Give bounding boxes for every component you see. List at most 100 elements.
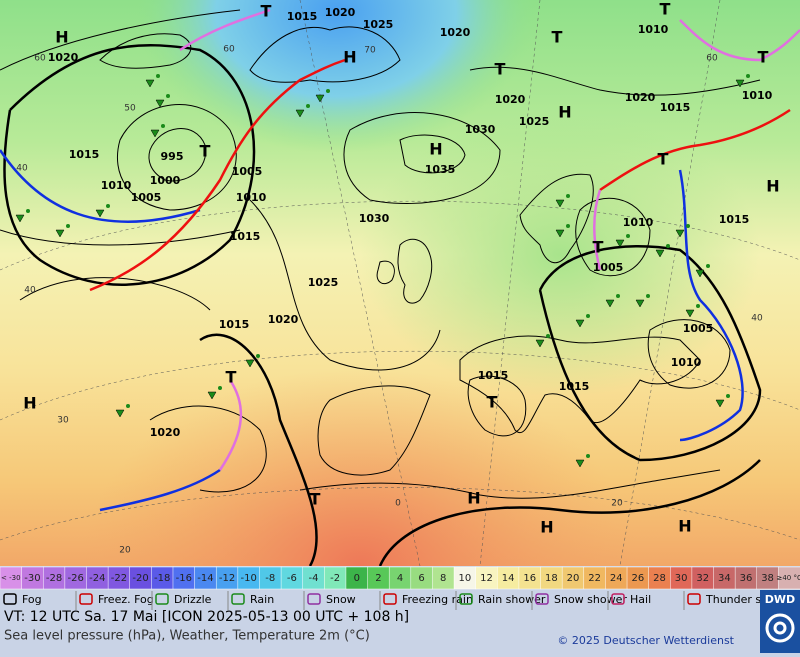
temperature-scale-label: -24: [89, 573, 105, 584]
temperature-scale-label: -8: [265, 573, 275, 584]
pressure-system: H: [23, 394, 36, 413]
rain-shower-symbol: [555, 229, 565, 238]
isobar-label: 1010: [671, 356, 702, 369]
temperature-scale-label: 6: [418, 573, 424, 584]
weather-legend-label: Hail: [630, 593, 651, 606]
rain-symbol: [218, 386, 222, 390]
temperature-scale-label: 28: [653, 573, 666, 584]
isobar-label: 1010: [742, 89, 773, 102]
isobar-label: 1025: [308, 276, 339, 289]
temperature-scale-label: 12: [480, 573, 493, 584]
isobar-label: 1015: [660, 101, 691, 114]
isobar-label: 1020: [150, 426, 181, 439]
pressure-system: T: [593, 238, 604, 257]
rain-symbol: [26, 209, 30, 213]
isobar-label: 1000: [150, 174, 181, 187]
rain-shower-symbol: [615, 239, 625, 248]
logo-icon: [765, 613, 795, 643]
rain-symbol: [586, 454, 590, 458]
rain-shower-symbol: [655, 249, 665, 258]
temperature-scale-label: -14: [197, 573, 213, 584]
temperature-scale-label: 32: [696, 573, 709, 584]
rain-shower-symbol: [245, 359, 255, 368]
rain-shower-symbol: [150, 129, 160, 138]
rain-shower-symbol: [715, 399, 725, 408]
rain-symbol: [666, 244, 670, 248]
isobar-label: 1005: [131, 191, 162, 204]
pressure-system: T: [200, 142, 211, 161]
weather-legend-label: Freez. Fog: [98, 593, 154, 606]
isotherm-label: 60: [706, 54, 718, 64]
temperature-scale-label: < -30: [1, 574, 21, 582]
rain-symbol: [66, 224, 70, 228]
isotherm-label: 0: [395, 499, 401, 509]
rain-symbol: [566, 224, 570, 228]
temperature-scale-label: 16: [523, 573, 536, 584]
isotherm-label: 40: [751, 314, 763, 324]
rain-symbol: [326, 89, 330, 93]
pressure-system: T: [495, 60, 506, 79]
temperature-scale-label: 34: [718, 573, 731, 584]
isobar-label: 1005: [593, 261, 624, 274]
valid-time: VT: 12 UTC Sa. 17 Mai [ICON 2025-05-13 0…: [4, 609, 409, 625]
weather-icon: [155, 593, 169, 605]
weather-legend-label: Rain shower: [478, 593, 546, 606]
pressure-system: H: [429, 140, 442, 159]
weather-icon: [459, 593, 473, 605]
isobar-label: 1020: [625, 91, 656, 104]
rain-shower-symbol: [115, 409, 125, 418]
rain-symbol: [126, 404, 130, 408]
rain-symbol: [166, 94, 170, 98]
fronts: [0, 8, 800, 512]
isotherm-label: 60: [34, 54, 46, 64]
copyright: © 2025 Deutscher Wetterdienst: [557, 634, 734, 647]
temperature-scale-label: 14: [502, 573, 515, 584]
isobar-label: 1025: [519, 115, 550, 128]
temperature-scale-label: 0: [354, 573, 360, 584]
weather-icon: [535, 593, 549, 605]
isobar-label: 1015: [219, 318, 250, 331]
pressure-system: H: [467, 489, 480, 508]
isotherm-label: 60: [223, 45, 235, 55]
rain-symbol: [616, 294, 620, 298]
isobar-label: 1020: [325, 6, 356, 19]
weather-icon: [307, 593, 321, 605]
rain-symbol: [626, 234, 630, 238]
rain-shower-symbol: [315, 94, 325, 103]
isobar-label: 1015: [69, 148, 100, 161]
graticule: [0, 0, 800, 567]
temperature-scale-label: 22: [588, 573, 601, 584]
temperature-scale-label: -16: [176, 573, 192, 584]
legend: < -30 -30 -28 -26 -24 -22 -20 -18 -16 -14 -12 -10 -8…: [0, 566, 800, 653]
rain-shower-symbol: [145, 79, 155, 88]
temperature-scale-label: 24: [610, 573, 623, 584]
pressure-system: T: [658, 150, 669, 169]
rain-shower-symbol: [95, 209, 105, 218]
rain-shower-symbol: [735, 79, 745, 88]
temperature-scale-label: 20: [567, 573, 580, 584]
pressure-system: T: [310, 490, 321, 509]
weather-icon: [79, 593, 93, 605]
logo-text: DWD: [765, 593, 795, 606]
footer: VT: 12 UTC Sa. 17 Mai [ICON 2025-05-13 0…: [4, 590, 800, 653]
temperature-scale-label: -2: [330, 573, 340, 584]
isobar-label: 1030: [359, 212, 390, 225]
pressure-system: T: [660, 0, 671, 19]
logo-icon: [773, 621, 787, 635]
rain-shower-symbol: [635, 299, 645, 308]
isobar-label: 1030: [465, 123, 496, 136]
temperature-scale-label: -26: [68, 573, 84, 584]
isobar-label: 1020: [495, 93, 526, 106]
temperature-scale-label: 4: [397, 573, 403, 584]
weather-legend-label: Freezing rain: [402, 593, 473, 606]
weather-legend-label: Snow: [326, 593, 356, 606]
weather-legend-label: Drizzle: [174, 593, 212, 606]
rain-shower-symbol: [55, 229, 65, 238]
isotherm-label: 20: [611, 499, 623, 509]
rain-shower-symbol: [695, 269, 705, 278]
isotherm-label: 30: [57, 416, 69, 426]
rain-shower-symbol: [575, 459, 585, 468]
rain-shower-symbol: [685, 309, 695, 318]
weather-icon: [231, 593, 245, 605]
pressure-system: T: [758, 48, 769, 67]
